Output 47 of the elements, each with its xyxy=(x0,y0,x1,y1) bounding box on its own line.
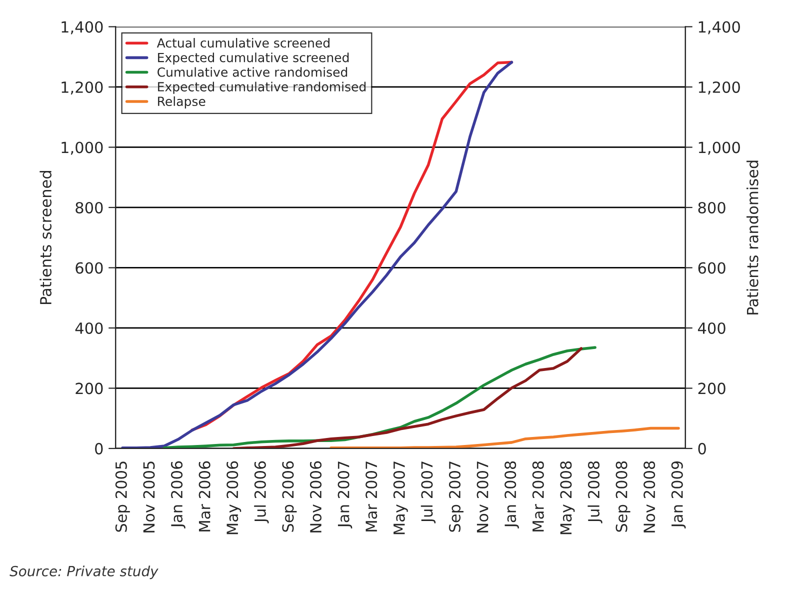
x-tick-label: Sep 2005 xyxy=(115,462,130,532)
line-series xyxy=(330,426,680,448)
x-tick-label: Nov 2006 xyxy=(310,461,322,532)
x-tick-label: Jul 2007 xyxy=(420,462,436,524)
x-tick-label: Mar 2006 xyxy=(198,461,210,532)
legend-label: Relapse xyxy=(158,96,206,108)
y2-tick-label: 200 xyxy=(698,382,726,394)
y2-tick-label: 800 xyxy=(698,202,726,214)
x-tick-label: Jan 2007 xyxy=(338,462,352,528)
x-tick-label: Sep 2006 xyxy=(282,461,297,532)
legend-label: Cumulative active randomised xyxy=(158,67,348,77)
x-tick-label: May 2008 xyxy=(560,461,575,534)
x-tick-label: Nov 2007 xyxy=(476,462,488,532)
source-note: Source: Private study xyxy=(10,566,158,580)
x-tick-label: Sep 2008 xyxy=(616,461,630,532)
legend-label: Actual cumulative screened xyxy=(156,38,330,48)
y2-tick-label: 400 xyxy=(698,322,726,334)
y-tick-label: 800 xyxy=(76,202,103,214)
x-tick-label: May 2007 xyxy=(393,462,408,534)
y-tick-label: 1,400 xyxy=(62,21,103,34)
x-tick-label: Jul 2006 xyxy=(254,461,269,524)
legend-label: Expected cumulative screened xyxy=(158,52,349,65)
y2-axis-title: Patients randomised xyxy=(746,160,758,314)
y-tick-label: 1,200 xyxy=(62,81,103,95)
y2-tick-label: 600 xyxy=(698,262,726,274)
x-tick-label: Jan 2006 xyxy=(170,461,186,528)
x-tick-label: Mar 2007 xyxy=(366,462,378,532)
y-tick-label: 1,000 xyxy=(62,142,103,155)
x-tick-label: Sep 2007 xyxy=(448,462,464,532)
y2-tick-label: 1,400 xyxy=(698,21,740,34)
x-tick-label: Mar 2008 xyxy=(532,461,544,532)
y-tick-label: 400 xyxy=(75,322,103,334)
x-tick-label: Nov 2005 xyxy=(143,462,155,532)
x-tick-label: May 2006 xyxy=(226,461,242,534)
y2-tick-label: 1,000 xyxy=(698,142,740,155)
y2-tick-label: 0 xyxy=(698,442,706,454)
y-tick-label: 600 xyxy=(76,262,103,274)
y2-tick-label: 1,200 xyxy=(698,81,740,95)
line-series xyxy=(232,347,583,448)
y-tick-label: 0 xyxy=(95,442,103,454)
x-tick-label: Jul 2008 xyxy=(588,461,602,524)
x-tick-label: Jan 2008 xyxy=(504,461,519,528)
y-axis-title: Patients screened xyxy=(40,171,52,304)
legend-label: Expected cumulative randomised xyxy=(158,82,366,94)
x-tick-label: Nov 2008 xyxy=(644,461,656,532)
y-tick-label: 200 xyxy=(76,382,103,394)
x-tick-label: Jan 2009 xyxy=(671,461,686,528)
